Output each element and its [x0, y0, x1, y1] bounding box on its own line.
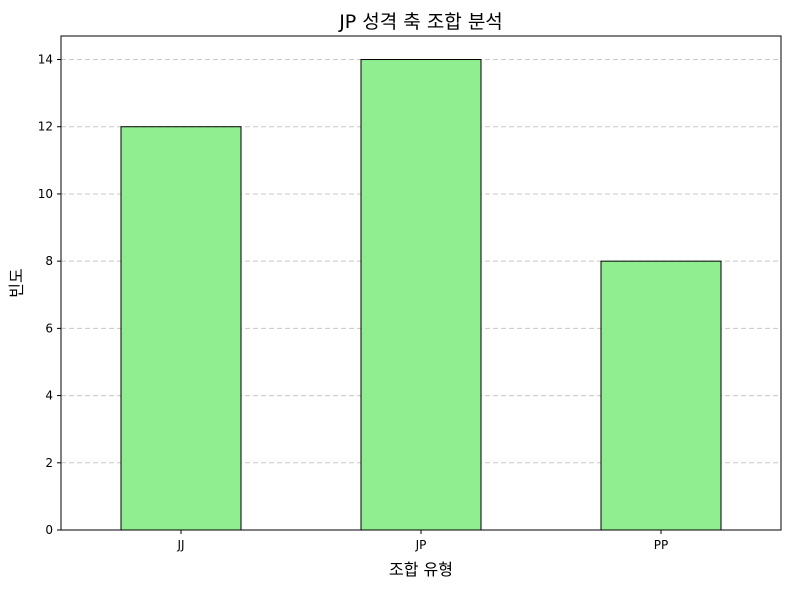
- y-tick-label: 4: [45, 389, 53, 403]
- bar-pp: [600, 260, 722, 531]
- bar-jp: [360, 59, 482, 531]
- chart-title: JP 성격 축 조합 분석: [338, 11, 503, 33]
- y-tick-label: 0: [45, 523, 53, 537]
- x-tick-label: PP: [654, 538, 668, 552]
- bar-jj: [120, 126, 242, 531]
- x-axis-ticks: JJ JP PP: [176, 530, 668, 552]
- y-tick-label: 14: [38, 53, 53, 67]
- x-axis-label: 조합 유형: [389, 560, 453, 579]
- y-tick-label: 6: [45, 321, 53, 335]
- y-axis-label: 빈도: [7, 268, 26, 297]
- y-axis-ticks: 0 2 4 6 8 10 12 14: [38, 53, 61, 537]
- x-tick-label: JJ: [176, 538, 184, 552]
- y-tick-label: 10: [38, 187, 53, 201]
- y-tick-label: 2: [45, 456, 53, 470]
- bars: [120, 59, 722, 531]
- x-tick-label: JP: [415, 538, 427, 552]
- y-tick-label: 8: [45, 254, 53, 268]
- y-tick-label: 12: [38, 120, 53, 134]
